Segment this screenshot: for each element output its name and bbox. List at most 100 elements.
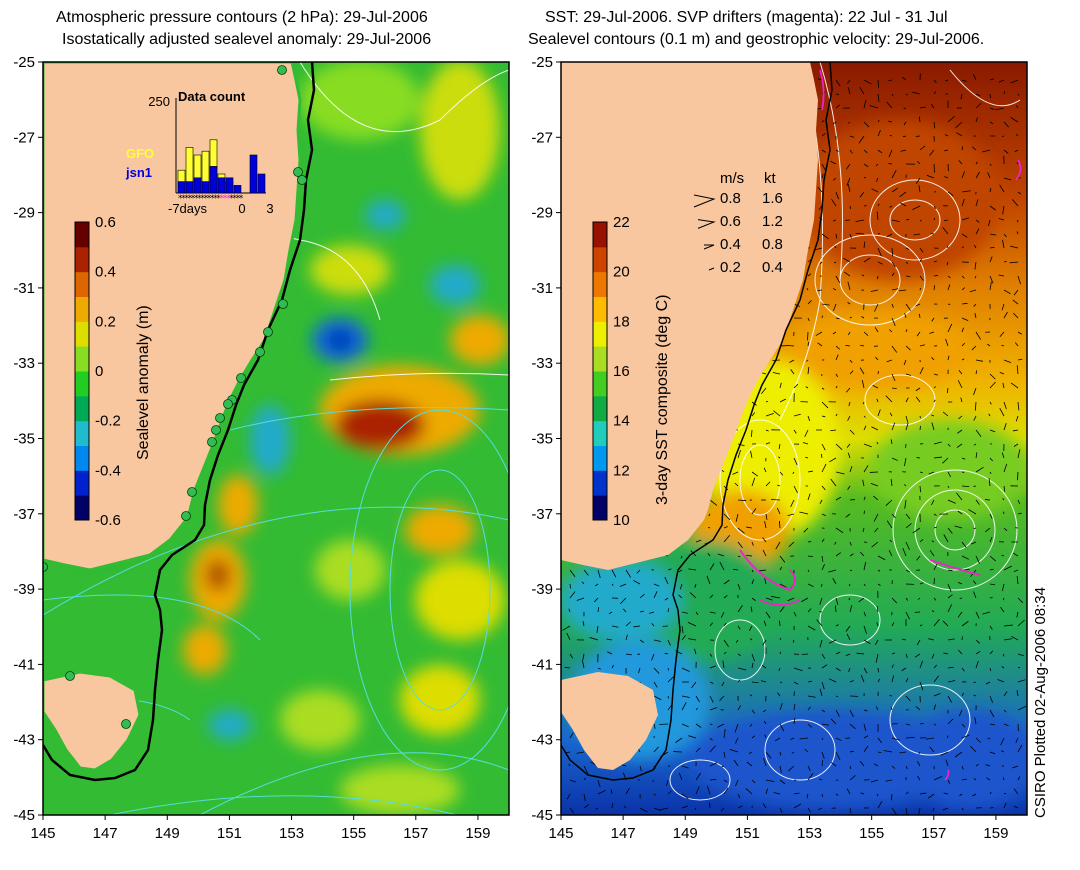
velocity-arrow <box>569 569 576 577</box>
velocity-arrow <box>1002 777 1005 781</box>
velocity-arrow <box>877 751 882 754</box>
velocity-arrow <box>989 751 996 755</box>
velocity-arrow <box>760 680 767 683</box>
lon-tick-label: 159 <box>983 825 1008 842</box>
velocity-arrow <box>762 803 767 809</box>
velocity-arrow <box>947 569 953 572</box>
velocity-arrow <box>622 608 627 613</box>
velocity-arrow <box>817 342 823 347</box>
velocity-arrow <box>653 681 658 688</box>
velocity-arrow <box>973 387 977 396</box>
velocity-arrow <box>582 621 585 627</box>
velocity-arrow <box>900 202 907 207</box>
velocity-arrow <box>835 552 841 557</box>
velocity-arrow <box>807 317 810 322</box>
velocity-arrow <box>918 807 921 815</box>
velocity-arrow <box>975 429 982 438</box>
velocity-arrow <box>1016 162 1019 165</box>
lat-tick-label: -31 <box>531 280 553 297</box>
inset-bar-jsn1 <box>193 177 202 194</box>
velocity-arrow <box>931 653 935 659</box>
velocity-arrow <box>961 723 966 728</box>
velocity-arrow <box>876 441 879 445</box>
velocity-legend-ms: 0.4 <box>720 236 741 253</box>
velocity-arrow <box>1003 527 1008 532</box>
velocity-arrow <box>1002 597 1005 601</box>
velocity-arrow <box>860 792 865 795</box>
inset-tick-mark: * <box>216 194 221 204</box>
velocity-arrow <box>876 606 879 613</box>
velocity-arrow <box>787 597 795 602</box>
velocity-arrow <box>1017 744 1023 753</box>
velocity-arrow <box>946 387 949 394</box>
velocity-arrow <box>959 597 963 599</box>
velocity-arrow <box>961 79 967 82</box>
velocity-arrow <box>960 397 963 403</box>
velocity-arrow <box>582 661 585 669</box>
velocity-arrow <box>636 569 641 574</box>
velocity-arrow <box>860 344 865 347</box>
velocity-arrow <box>583 804 590 809</box>
inset-ymax-label: 250 <box>148 94 170 109</box>
velocity-arrow <box>933 285 936 291</box>
velocity-arrow <box>653 591 658 599</box>
velocity-arrow <box>793 803 802 809</box>
svp-drifter-tracks <box>739 69 1022 781</box>
velocity-arrow <box>905 653 908 659</box>
velocity-arrow <box>583 793 586 802</box>
velocity-arrow <box>957 649 963 655</box>
velocity-arrow <box>748 625 753 631</box>
velocity-arrow <box>919 471 923 474</box>
velocity-arrow <box>779 651 782 655</box>
velocity-arrow <box>765 429 769 432</box>
velocity-arrow <box>681 805 688 809</box>
velocity-arrow <box>583 569 589 576</box>
right-isobath <box>561 62 833 781</box>
velocity-arrow <box>1017 331 1023 335</box>
velocity-arrow <box>944 149 949 152</box>
velocity-arrow <box>919 106 926 109</box>
velocity-arrow <box>891 807 898 815</box>
colorbar-swatch <box>75 445 89 471</box>
velocity-arrow <box>863 465 869 473</box>
velocity-arrow <box>659 807 669 811</box>
velocity-arrow <box>751 681 759 684</box>
velocity-arrow <box>849 553 854 557</box>
velocity-legend: m/s kt 0.8 1.6 0.6 1.2 0.4 0.8 0.2 0.4 <box>693 170 783 276</box>
velocity-arrow <box>625 634 628 641</box>
velocity-arrow <box>863 667 868 674</box>
velocity-arrow <box>764 521 767 529</box>
velocity-arrow <box>723 595 728 599</box>
velocity-arrow <box>807 608 812 613</box>
velocity-arrow <box>751 653 755 662</box>
inset-x-label: 3 <box>266 201 273 216</box>
velocity-arrow <box>688 638 697 641</box>
velocity-legend-arrow <box>703 244 715 250</box>
velocity-arrow <box>947 594 953 599</box>
velocity-arrow <box>954 525 963 529</box>
velocity-arrow <box>1013 805 1019 809</box>
velocity-arrow <box>1015 737 1019 743</box>
velocity-arrow <box>611 569 617 578</box>
velocity-arrow <box>886 101 893 109</box>
left-title-line1: Atmospheric pressure contours (2 hPa): 2… <box>56 9 428 26</box>
velocity-arrow <box>751 709 756 714</box>
velocity-arrow <box>821 149 826 153</box>
velocity-arrow <box>975 331 982 340</box>
colorbar-swatch <box>75 246 89 273</box>
velocity-arrow <box>863 121 870 128</box>
velocity-arrow <box>863 163 869 168</box>
velocity-arrow <box>847 184 851 193</box>
velocity-arrow <box>807 723 813 728</box>
velocity-arrow <box>1001 135 1005 137</box>
velocity-arrow <box>817 289 823 291</box>
velocity-arrow <box>933 441 942 445</box>
velocity-arrow <box>1001 750 1005 753</box>
velocity-arrow <box>873 495 879 501</box>
velocity-arrow <box>623 805 627 809</box>
velocity-arrow <box>905 345 911 351</box>
velocity-arrow <box>863 331 869 336</box>
velocity-arrow <box>806 793 809 799</box>
velocity-arrow <box>1017 449 1021 459</box>
velocity-arrow <box>1003 121 1010 128</box>
